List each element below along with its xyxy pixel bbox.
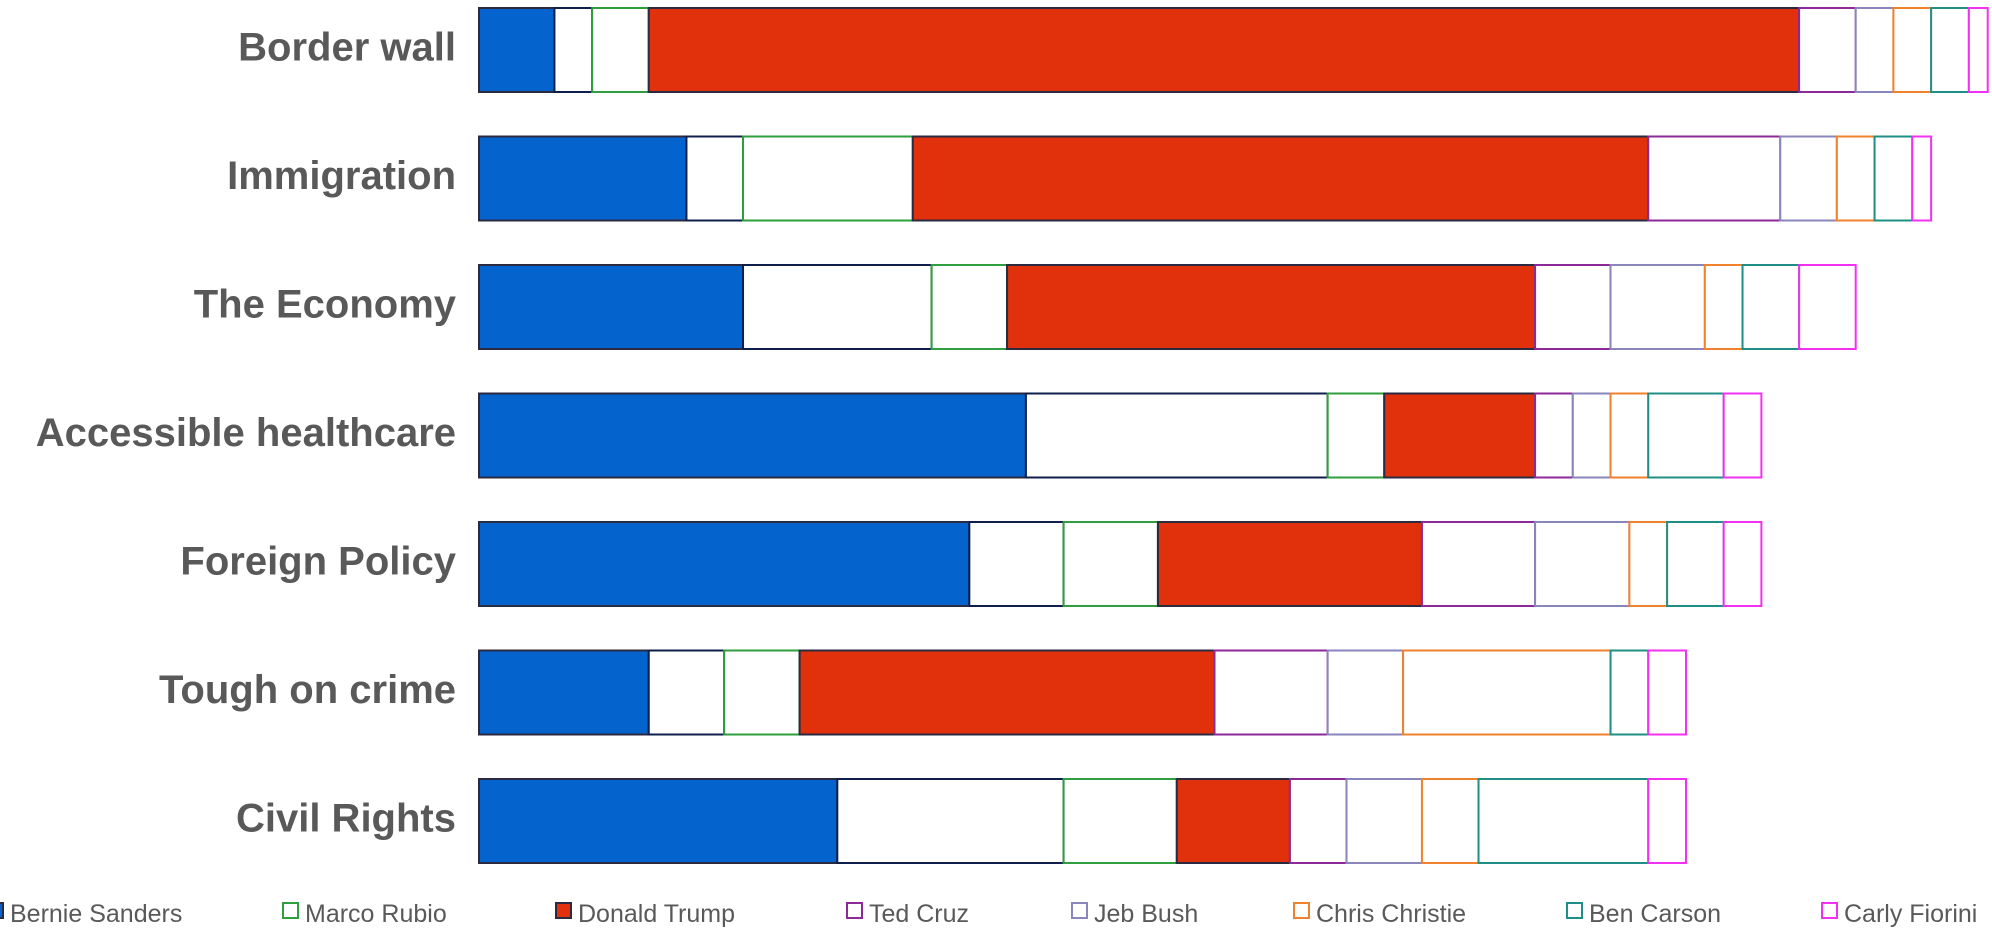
bar-civil-rights-carly-fiorini	[1647, 778, 1687, 864]
category-labels: Border wall Immigration The Economy Accessi…	[36, 26, 457, 841]
bar-the-economy-hillary-clinton	[742, 264, 933, 350]
bar-tough-on-crime-donald-trump	[798, 649, 1216, 736]
bar-foreign-policy-carly-fiorini	[1722, 521, 1763, 607]
legend-label-chris-christie: Chris Christie	[1316, 900, 1466, 928]
category-label-border-wall: Border wall	[238, 26, 456, 70]
bar-tough-on-crime-ben-carson	[1609, 649, 1650, 736]
bar-accessible-healthcare-hillary-clinton	[1024, 392, 1329, 479]
legend-swatch-donald-trump	[555, 902, 572, 919]
legend-swatch-chris-christie	[1293, 902, 1310, 919]
bar-foreign-policy-chris-christie	[1628, 521, 1669, 607]
bar-accessible-healthcare-jeb-bush	[1571, 392, 1612, 479]
bar-the-economy-ben-carson	[1741, 264, 1801, 350]
bar-border-wall-marco-rubio	[591, 7, 650, 93]
legend-label-jeb-bush: Jeb Bush	[1094, 900, 1198, 928]
bar-immigration-donald-trump	[911, 135, 1650, 222]
legend-label-bernie-sanders: Bernie Sanders	[10, 900, 182, 928]
bar-the-economy-carly-fiorini	[1798, 264, 1857, 350]
bar-civil-rights-donald-trump	[1175, 778, 1291, 864]
bar-immigration-jeb-bush	[1779, 135, 1838, 222]
bar-foreign-policy-bernie-sanders	[478, 521, 971, 607]
bar-immigration-ted-cruz	[1647, 135, 1782, 222]
bar-accessible-healthcare-ted-cruz	[1534, 392, 1574, 479]
bar-foreign-policy-ben-carson	[1666, 521, 1725, 607]
bar-border-wall-carly-fiorini	[1967, 7, 1989, 93]
bar-tough-on-crime-ted-cruz	[1213, 649, 1329, 736]
bar-immigration-hillary-clinton	[685, 135, 745, 222]
bar-tough-on-crime-chris-christie	[1402, 649, 1612, 736]
bar-tough-on-crime-hillary-clinton	[647, 649, 726, 736]
category-label-the-economy: The Economy	[194, 283, 457, 327]
bar-border-wall-jeb-bush	[1854, 7, 1895, 93]
legend-swatch-ted-cruz	[846, 902, 863, 919]
bar-accessible-healthcare-carly-fiorini	[1722, 392, 1763, 479]
plot-area	[478, 7, 1989, 864]
legend-swatch-carly-fiorini	[1821, 902, 1838, 919]
category-label-accessible-healthcare: Accessible healthcare	[36, 411, 456, 455]
bar-the-economy-marco-rubio	[930, 264, 1009, 350]
legend-label-carly-fiorini: Carly Fiorini	[1844, 900, 1977, 928]
bar-civil-rights-marco-rubio	[1062, 778, 1178, 864]
bar-the-economy-ted-cruz	[1534, 264, 1612, 350]
legend: Bernie Sanders Marco Rubio Donald Trump Ted…	[0, 900, 1977, 928]
bar-civil-rights-bernie-sanders	[478, 778, 839, 864]
legend-label-donald-trump: Donald Trump	[578, 900, 735, 928]
bar-immigration-bernie-sanders	[478, 135, 688, 222]
category-label-foreign-policy: Foreign Policy	[180, 540, 456, 584]
bar-border-wall-ben-carson	[1930, 7, 1970, 93]
bar-civil-rights-ted-cruz	[1288, 778, 1348, 864]
bar-accessible-healthcare-chris-christie	[1609, 392, 1650, 479]
bar-tough-on-crime-carly-fiorini	[1647, 649, 1687, 736]
bar-tough-on-crime-marco-rubio	[723, 649, 801, 736]
bar-immigration-carly-fiorini	[1911, 135, 1933, 222]
bar-tough-on-crime-jeb-bush	[1326, 649, 1405, 736]
legend-swatch-marco-rubio	[282, 902, 299, 919]
bar-the-economy-jeb-bush	[1609, 264, 1706, 350]
bar-civil-rights-jeb-bush	[1345, 778, 1423, 864]
bar-accessible-healthcare-ben-carson	[1647, 392, 1725, 479]
bar-accessible-healthcare-marco-rubio	[1326, 392, 1386, 479]
bar-foreign-policy-ted-cruz	[1420, 521, 1537, 607]
bar-border-wall-donald-trump	[647, 7, 1801, 93]
bar-civil-rights-chris-christie	[1420, 778, 1480, 864]
legend-label-ted-cruz: Ted Cruz	[869, 900, 969, 928]
legend-swatch-ben-carson	[1566, 902, 1583, 919]
bar-accessible-healthcare-bernie-sanders	[478, 392, 1027, 479]
bar-foreign-policy-marco-rubio	[1062, 521, 1159, 607]
category-label-tough-on-crime: Tough on crime	[159, 668, 456, 712]
bar-border-wall-chris-christie	[1892, 7, 1933, 93]
bar-immigration-marco-rubio	[742, 135, 914, 222]
bar-immigration-chris-christie	[1835, 135, 1876, 222]
bar-immigration-ben-carson	[1873, 135, 1914, 222]
bar-accessible-healthcare-donald-trump	[1383, 392, 1537, 479]
bar-civil-rights-hillary-clinton	[836, 778, 1065, 864]
legend-swatch-bernie-sanders	[0, 902, 4, 919]
bar-the-economy-bernie-sanders	[478, 264, 745, 350]
legend-label-marco-rubio: Marco Rubio	[305, 900, 447, 928]
bar-the-economy-chris-christie	[1703, 264, 1744, 350]
bar-border-wall-ted-cruz	[1798, 7, 1857, 93]
bar-the-economy-donald-trump	[1006, 264, 1537, 350]
bar-foreign-policy-donald-trump	[1156, 521, 1423, 607]
bar-foreign-policy-hillary-clinton	[968, 521, 1065, 607]
legend-label-ben-carson: Ben Carson	[1589, 900, 1721, 928]
bar-border-wall-bernie-sanders	[478, 7, 556, 93]
category-label-civil-rights: Civil Rights	[236, 797, 456, 841]
bar-civil-rights-ben-carson	[1477, 778, 1650, 864]
bar-foreign-policy-jeb-bush	[1534, 521, 1631, 607]
bar-tough-on-crime-bernie-sanders	[478, 649, 650, 736]
legend-swatch-jeb-bush	[1071, 902, 1088, 919]
category-label-immigration: Immigration	[227, 154, 456, 198]
bar-border-wall-hillary-clinton	[553, 7, 594, 93]
